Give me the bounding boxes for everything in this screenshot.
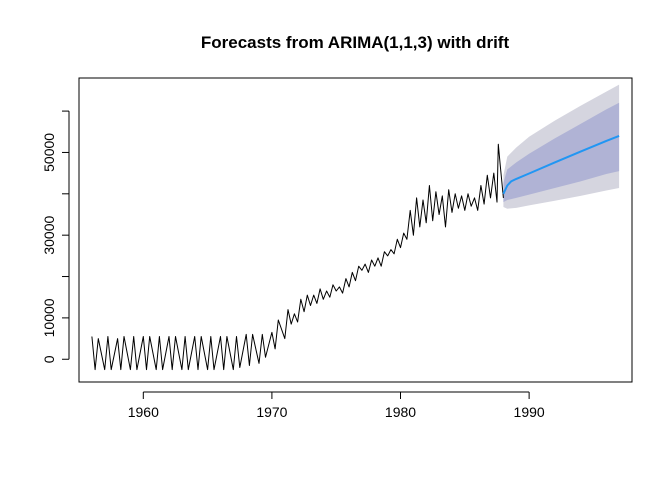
- y-tick-label: 50000: [41, 133, 57, 172]
- x-tick-label: 1980: [385, 404, 416, 420]
- y-tick-label: 10000: [41, 298, 57, 337]
- plot-frame: [78, 77, 633, 383]
- forecast-mean-line: [502, 134, 620, 195]
- y-tick-label: 0: [41, 355, 57, 363]
- x-tick-label: 1960: [128, 404, 159, 420]
- series-lines: [91, 134, 620, 371]
- chart-title: Forecasts from ARIMA(1,1,3) with drift: [201, 33, 510, 52]
- interval-80-band: [503, 102, 620, 203]
- x-tick-label: 1970: [256, 404, 287, 420]
- prediction-intervals: [503, 84, 620, 209]
- y-tick-label: 30000: [41, 216, 57, 255]
- x-axis: 1960 1970 1980 1990: [128, 391, 545, 420]
- y-axis: 0 10000 30000 50000: [41, 110, 70, 363]
- history-line: [91, 143, 504, 371]
- x-tick-label: 1990: [514, 404, 545, 420]
